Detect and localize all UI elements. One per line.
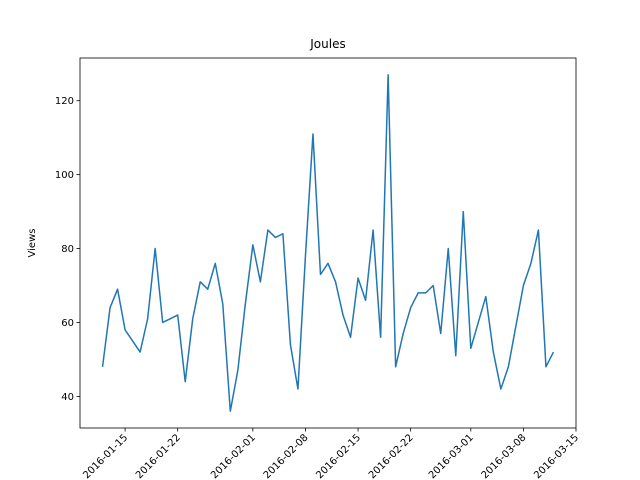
y-tick-label: 80 — [61, 244, 74, 255]
y-tick-label: 100 — [55, 170, 74, 181]
plot-frame — [79, 57, 577, 429]
y-tick-label: 60 — [61, 318, 74, 329]
y-axis-label: Views — [27, 229, 38, 258]
y-tick-label: 120 — [55, 96, 74, 107]
line-series — [101, 74, 555, 412]
y-tick-label: 40 — [61, 392, 74, 403]
chart-title: Joules — [309, 37, 345, 51]
